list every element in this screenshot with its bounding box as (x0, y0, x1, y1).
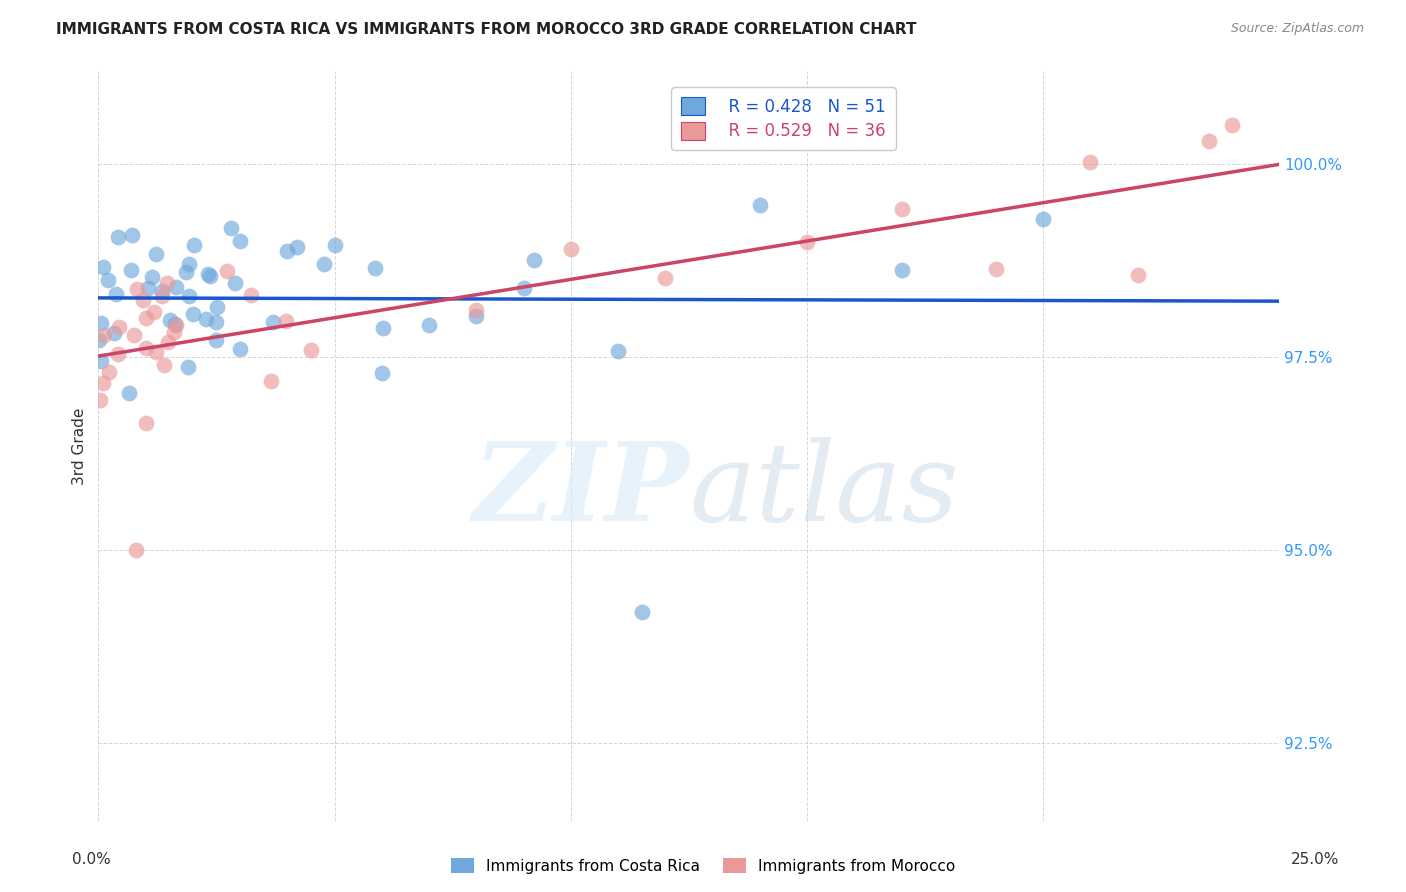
Point (156, 277, 179, 291)
Point (152, 358, 174, 372)
Point (165, 318, 187, 333)
Point (125, 282, 148, 296)
Point (107, 347, 129, 361)
Point (418, 318, 440, 332)
Point (221, 221, 243, 235)
Point (194, 311, 217, 326)
Point (228, 343, 250, 357)
Point (135, 417, 157, 431)
Text: IMMIGRANTS FROM COSTA RICA VS IMMIGRANTS FROM MOROCCO 3RD GRADE CORRELATION CHAR: IMMIGRANTS FROM COSTA RICA VS IMMIGRANTS… (56, 22, 917, 37)
Point (135, 341, 157, 355)
Point (197, 267, 219, 281)
Point (654, 270, 676, 285)
Point (984, 261, 1007, 276)
Point (748, 198, 770, 212)
Point (204, 333, 226, 347)
Point (512, 281, 534, 295)
Point (107, 229, 129, 244)
Point (229, 234, 252, 248)
Point (1080, 155, 1102, 169)
Point (796, 235, 818, 249)
Point (90, 316, 112, 330)
Legend:   R = 0.428   N = 51,   R = 0.529   N = 36: R = 0.428 N = 51, R = 0.529 N = 36 (671, 87, 896, 151)
Point (145, 344, 167, 359)
Point (177, 360, 200, 375)
Point (107, 319, 129, 334)
Point (1220, 119, 1243, 133)
Point (165, 280, 187, 294)
Point (93, 327, 115, 342)
Point (276, 314, 298, 328)
Point (523, 253, 546, 268)
Point (97, 365, 120, 379)
Point (121, 228, 143, 243)
Point (364, 260, 387, 275)
Point (93, 376, 115, 390)
Point (371, 366, 394, 380)
Point (890, 263, 912, 277)
Point (465, 310, 488, 324)
Point (323, 238, 346, 252)
Text: Source: ZipAtlas.com: Source: ZipAtlas.com (1230, 22, 1364, 36)
Point (150, 284, 173, 298)
Point (141, 269, 163, 284)
Point (163, 326, 186, 340)
Point (205, 300, 228, 314)
Point (1032, 212, 1054, 227)
Point (104, 287, 127, 301)
Point (890, 202, 912, 217)
Point (157, 334, 180, 349)
Y-axis label: 3rd Grade: 3rd Grade (72, 408, 87, 484)
Point (125, 543, 148, 558)
Point (97, 273, 120, 287)
Point (181, 307, 204, 321)
Text: 0.0%: 0.0% (72, 852, 111, 867)
Point (183, 237, 205, 252)
Point (560, 242, 582, 256)
Point (122, 328, 145, 343)
Point (630, 605, 652, 619)
Point (239, 287, 262, 301)
Point (89, 334, 111, 348)
Point (262, 315, 284, 329)
Point (150, 289, 173, 303)
Point (1198, 134, 1220, 148)
Point (607, 343, 630, 358)
Point (260, 375, 283, 389)
Point (174, 265, 197, 279)
Point (198, 268, 221, 283)
Point (299, 343, 322, 357)
Point (120, 263, 142, 277)
Point (89, 393, 111, 408)
Point (159, 313, 181, 327)
Point (287, 240, 309, 254)
Point (465, 303, 488, 318)
Text: 25.0%: 25.0% (1291, 852, 1339, 867)
Text: atlas: atlas (689, 437, 959, 545)
Point (136, 281, 159, 295)
Point (90, 354, 112, 368)
Legend: Immigrants from Costa Rica, Immigrants from Morocco: Immigrants from Costa Rica, Immigrants f… (444, 852, 962, 880)
Point (103, 326, 125, 340)
Point (276, 244, 298, 258)
Point (314, 257, 336, 271)
Point (215, 263, 238, 277)
Point (165, 318, 187, 332)
Point (224, 277, 246, 291)
Point (205, 315, 228, 329)
Point (117, 386, 139, 401)
Point (132, 293, 155, 307)
Point (371, 320, 394, 334)
Point (177, 257, 200, 271)
Text: ZIP: ZIP (472, 437, 689, 545)
Point (91, 260, 114, 274)
Point (145, 247, 167, 261)
Point (135, 311, 157, 326)
Point (1126, 268, 1149, 282)
Point (142, 304, 165, 318)
Point (179, 289, 201, 303)
